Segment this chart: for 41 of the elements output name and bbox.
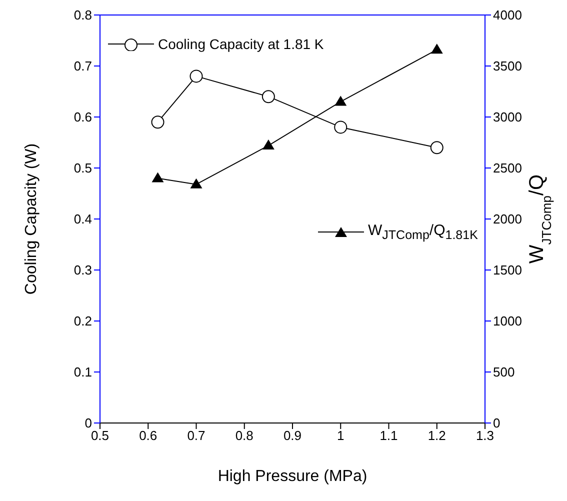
y2-tick-label: 3000	[493, 110, 522, 125]
point	[334, 120, 348, 134]
y-tick-label: 0.6	[74, 110, 92, 125]
y-tick-label: 0.2	[74, 314, 92, 329]
x-tick-label: 0.5	[90, 428, 110, 444]
y-tick-label: 0.1	[74, 364, 92, 380]
y2-tick-label: 500	[493, 364, 515, 380]
point	[190, 70, 203, 83]
point	[334, 96, 347, 106]
x-tick-label: 0.8	[235, 428, 254, 444]
x-tick-label: 1.1	[380, 428, 398, 444]
point	[152, 172, 164, 182]
x-axis-title: High Pressure (MPa)	[218, 468, 368, 485]
x-tick-label: 1.2	[428, 428, 446, 444]
y2-tick-label: 4000	[493, 8, 522, 23]
y-tick-label: 0.3	[74, 262, 92, 278]
y-tick-label: 0.8	[74, 8, 92, 23]
y2-tick-label: 1000	[493, 314, 522, 329]
x-tick-label: 1	[337, 428, 344, 444]
y2-tick-label: 3500	[493, 58, 522, 74]
point	[430, 141, 444, 154]
y-axis-title: Cooling Capacity (W)	[23, 143, 40, 295]
legend-label: W$_{JTComp}$/Q$_{1.81K}$	[368, 222, 478, 242]
point	[262, 90, 275, 104]
y-tick-label: 0	[84, 416, 92, 431]
x-tick-label: 0.7	[187, 428, 206, 444]
x-tick-label: 1.3	[476, 428, 494, 444]
x-tick-label: 0.6	[139, 428, 158, 444]
point	[190, 178, 202, 188]
point	[430, 44, 443, 54]
point	[151, 116, 164, 129]
y2-tick-label: 1500	[493, 262, 522, 278]
y-tick-label: 0.5	[74, 160, 92, 176]
legend-label: Cooling Capacity at 1.81 K	[158, 36, 324, 52]
point	[262, 140, 274, 150]
x-tick-label: 0.9	[283, 428, 302, 444]
y2-tick-label: 2500	[493, 160, 522, 176]
y2-tick-label: 2000	[493, 212, 522, 227]
y-tick-label: 0.7	[74, 58, 92, 74]
y2-tick-label: 0	[493, 416, 500, 431]
y-tick-label: 0.4	[74, 212, 92, 227]
